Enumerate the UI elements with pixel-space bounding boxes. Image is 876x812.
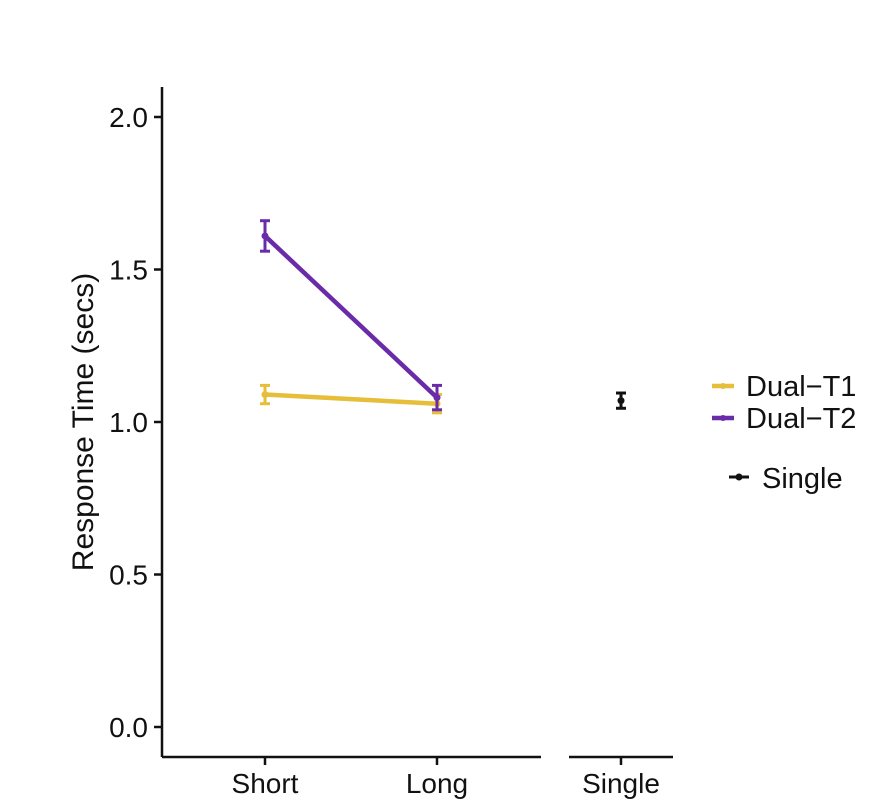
series-1-line (262, 392, 440, 406)
legend-key-dual-t2-point (720, 415, 726, 421)
axes-layer: 0.0 0.5 1.0 1.5 2.0 Response Time (secs) Short… (67, 87, 673, 799)
legend-label-dual-t1: Dual−T1 (746, 371, 856, 403)
series-2-line (262, 233, 440, 400)
x-tick-label: Short (232, 768, 299, 799)
x-tick-label: Long (406, 768, 468, 799)
marks-layer (260, 219, 626, 415)
y-tick-label: 1.5 (109, 255, 148, 286)
legend-key-single-point (735, 473, 743, 481)
y-axis-title: Response Time (secs) (67, 273, 100, 571)
legend-key-dual-t1-point (720, 383, 726, 389)
y-tick-label: 0.5 (109, 560, 148, 591)
legend-label-single: Single (762, 463, 843, 495)
single-point (617, 397, 625, 405)
x-tick-label: Single (582, 768, 660, 799)
series-2-point (433, 394, 441, 402)
legend-label-dual-t2: Dual−T2 (746, 403, 856, 435)
y-tick-label: 1.0 (109, 407, 148, 438)
series-1-point (261, 391, 269, 399)
y-tick-label: 2.0 (109, 102, 148, 133)
y-tick-label: 0.0 (109, 712, 148, 743)
series-2-point (261, 232, 269, 240)
